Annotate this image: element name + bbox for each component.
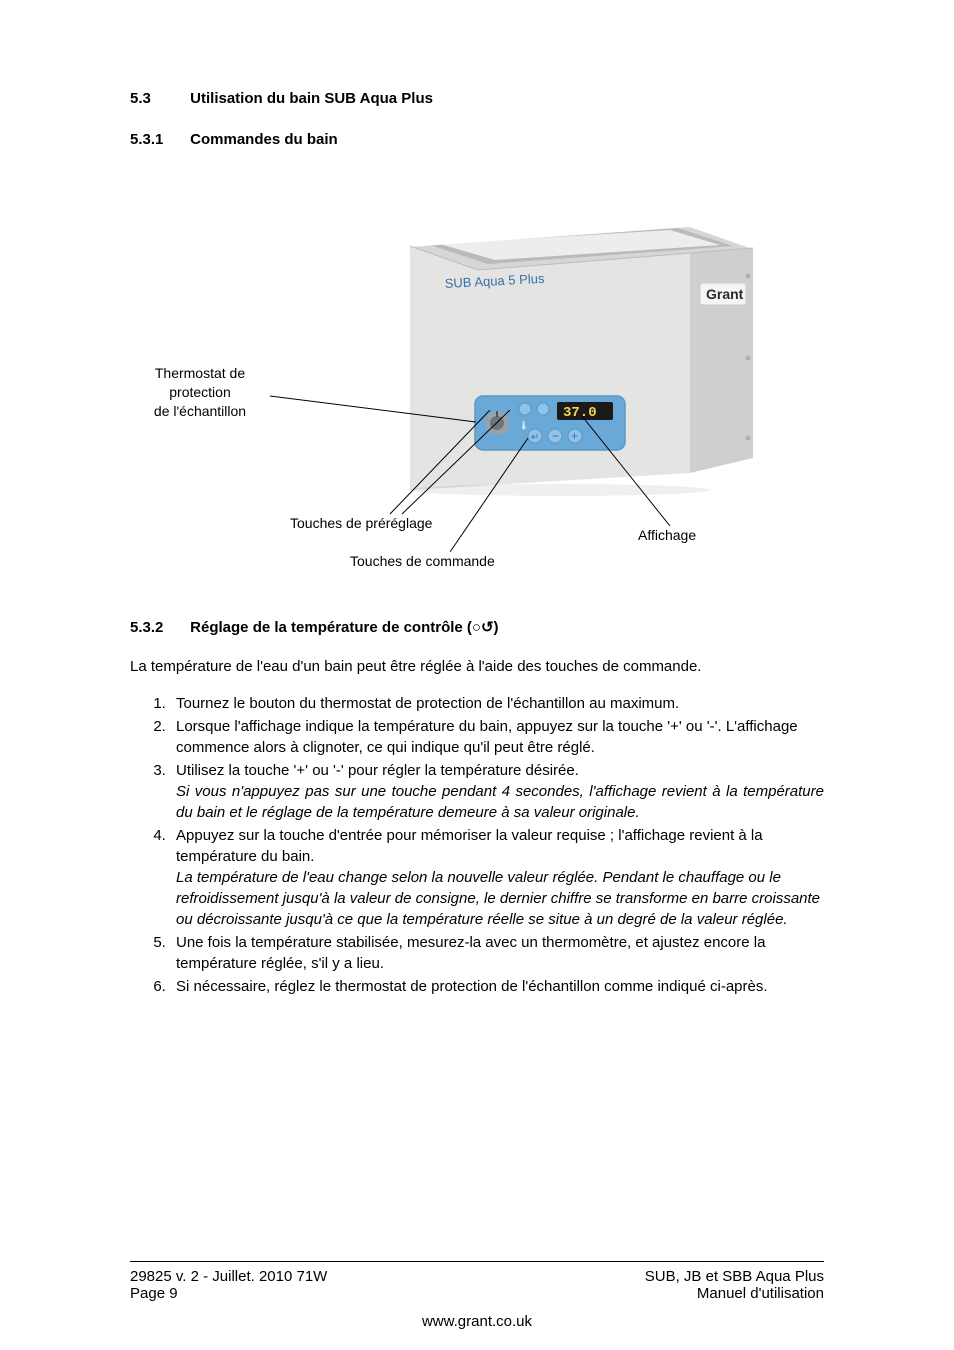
heading-text: Utilisation du bain SUB Aqua Plus [190, 90, 433, 107]
step-text: Appuyez sur la touche d'entrée pour mémo… [176, 827, 763, 865]
footer-left-1: 29825 v. 2 - Juillet. 2010 71W [130, 1268, 327, 1285]
footer-rule [130, 1261, 824, 1262]
step-text: Si nécessaire, réglez le thermostat de p… [176, 978, 768, 995]
callout-text: Touches de commande [350, 553, 495, 569]
plus-icon: + [571, 429, 578, 443]
step-item: Utilisez la touche '+' ou '-' pour régle… [170, 760, 824, 823]
callout-command-line [450, 438, 570, 554]
step-item: Une fois la température stabilisée, mesu… [170, 932, 824, 974]
footer-row-1: 29825 v. 2 - Juillet. 2010 71W SUB, JB e… [130, 1268, 824, 1285]
heading-5-3: 5.3 Utilisation du bain SUB Aqua Plus [130, 90, 824, 107]
heading-text: Commandes du bain [190, 131, 338, 148]
step-text: Utilisez la touche '+' ou '-' pour régle… [176, 762, 579, 779]
step-item: Si nécessaire, réglez le thermostat de p… [170, 976, 824, 997]
brand-label: Grant [706, 286, 744, 302]
step-item: Tournez le bouton du thermostat de prote… [170, 693, 824, 714]
callout-command-label: Touches de commande [350, 552, 495, 571]
steps-list: Tournez le bouton du thermostat de prote… [130, 693, 824, 997]
footer-url: www.grant.co.uk [0, 1313, 954, 1330]
heading-5-3-1: 5.3.1 Commandes du bain [130, 131, 824, 148]
step-italic: La température de l'eau change selon la … [176, 869, 820, 928]
step-item: Appuyez sur la touche d'entrée pour mémo… [170, 825, 824, 930]
footer-right-1: SUB, JB et SBB Aqua Plus [645, 1268, 824, 1285]
callout-text: Thermostat de protection de l'échantillo… [154, 365, 246, 419]
heading-text: Réglage de la température de contrôle (○… [190, 619, 498, 636]
heading-num: 5.3 [130, 90, 186, 107]
intro-paragraph: La température de l'eau d'un bain peut ê… [130, 656, 824, 677]
heading-num: 5.3.1 [130, 131, 186, 148]
step-item: Lorsque l'affichage indique la températu… [170, 716, 824, 758]
heading-num: 5.3.2 [130, 619, 186, 636]
callout-thermostat-label: Thermostat de protection de l'échantillo… [130, 364, 270, 421]
footer-left-2: Page 9 [130, 1285, 178, 1302]
figure-device: SUB Aqua 5 Plus Grant 37.0 [130, 168, 824, 588]
heading-5-3-2: 5.3.2 Réglage de la température de contr… [130, 618, 824, 636]
step-text: Une fois la température stabilisée, mesu… [176, 934, 765, 972]
step-text: Tournez le bouton du thermostat de prote… [176, 695, 679, 712]
step-italic: Si vous n'appuyez pas sur une touche pen… [176, 781, 824, 823]
page-footer: 29825 v. 2 - Juillet. 2010 71W SUB, JB e… [130, 1261, 824, 1302]
footer-row-2: Page 9 Manuel d'utilisation [130, 1285, 824, 1302]
footer-right-2: Manuel d'utilisation [697, 1285, 824, 1302]
step-text: Lorsque l'affichage indique la températu… [176, 718, 798, 756]
callout-display-line [582, 416, 682, 530]
